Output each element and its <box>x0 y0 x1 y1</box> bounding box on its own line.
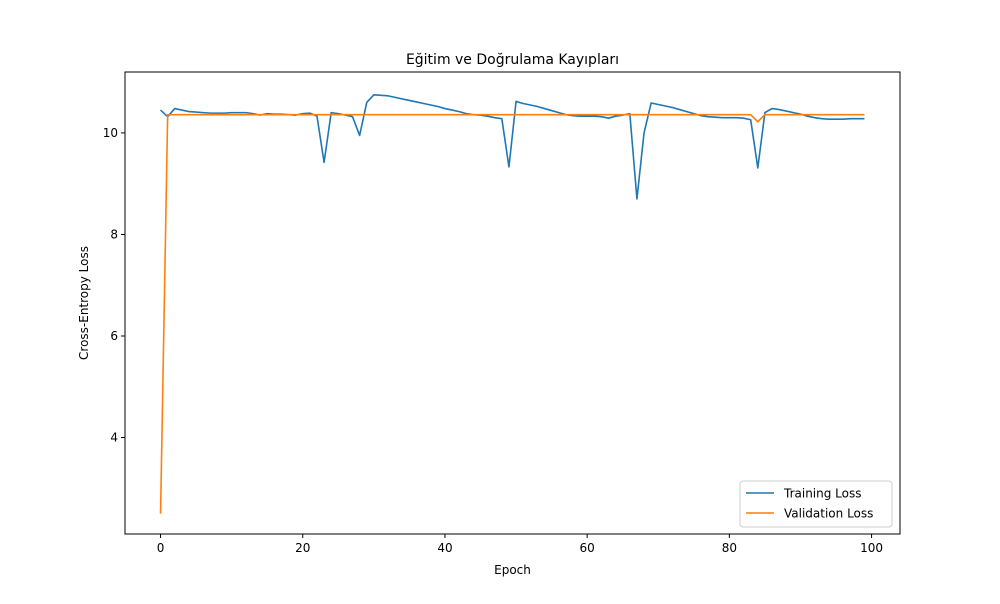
x-tick-label: 20 <box>295 541 310 555</box>
y-tick-label: 10 <box>103 126 118 140</box>
y-ticks: 4 6 8 10 <box>103 126 125 445</box>
legend-label-validation: Validation Loss <box>784 507 873 521</box>
legend-box <box>739 480 893 528</box>
series-layer <box>159 94 865 514</box>
x-tick-label: 80 <box>722 541 737 555</box>
axes-frame <box>124 71 901 535</box>
legend: Training Loss Validation Loss <box>739 480 893 528</box>
plot-area <box>124 71 901 535</box>
x-axis-label: Epoch <box>494 563 531 577</box>
x-tick-label: 100 <box>860 541 883 555</box>
y-tick-label: 8 <box>110 227 118 241</box>
series-line-validation-loss <box>159 113 865 514</box>
x-tick-label: 0 <box>157 541 165 555</box>
y-tick-label: 4 <box>110 431 118 445</box>
x-ticks: 0 20 40 60 80 100 <box>157 534 883 555</box>
x-tick-label: 60 <box>580 541 595 555</box>
legend-label-training: Training Loss <box>783 487 861 501</box>
y-tick-label: 6 <box>110 329 118 343</box>
y-axis-label: Cross-Entropy Loss <box>77 246 91 360</box>
chart-title: Eğitim ve Doğrulama Kayıpları <box>406 52 619 68</box>
x-tick-label: 40 <box>437 541 452 555</box>
